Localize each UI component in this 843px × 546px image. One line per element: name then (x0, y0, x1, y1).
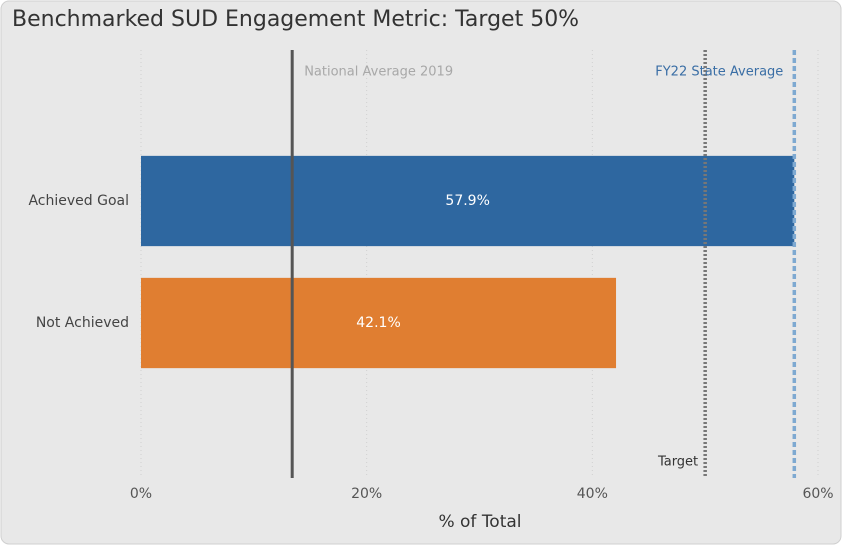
y-tick-label: Achieved Goal (28, 193, 129, 209)
bar (141, 277, 617, 369)
x-axis-title: % of Total (438, 512, 521, 532)
data-label: 57.9% (445, 193, 489, 209)
reference-label: National Average 2019 (304, 65, 453, 80)
bar (141, 155, 795, 247)
chart-title: Benchmarked SUD Engagement Metric: Targe… (12, 7, 579, 32)
y-tick-label: Not Achieved (36, 315, 129, 331)
reference-label: FY22 State Average (655, 65, 783, 80)
x-tick-label: 0% (130, 486, 152, 502)
reference-label: Target (657, 455, 698, 470)
data-label: 42.1% (356, 315, 400, 331)
x-tick-label: 40% (577, 486, 608, 502)
x-tick-label: 20% (351, 486, 382, 502)
x-tick-label: 60% (802, 486, 833, 502)
